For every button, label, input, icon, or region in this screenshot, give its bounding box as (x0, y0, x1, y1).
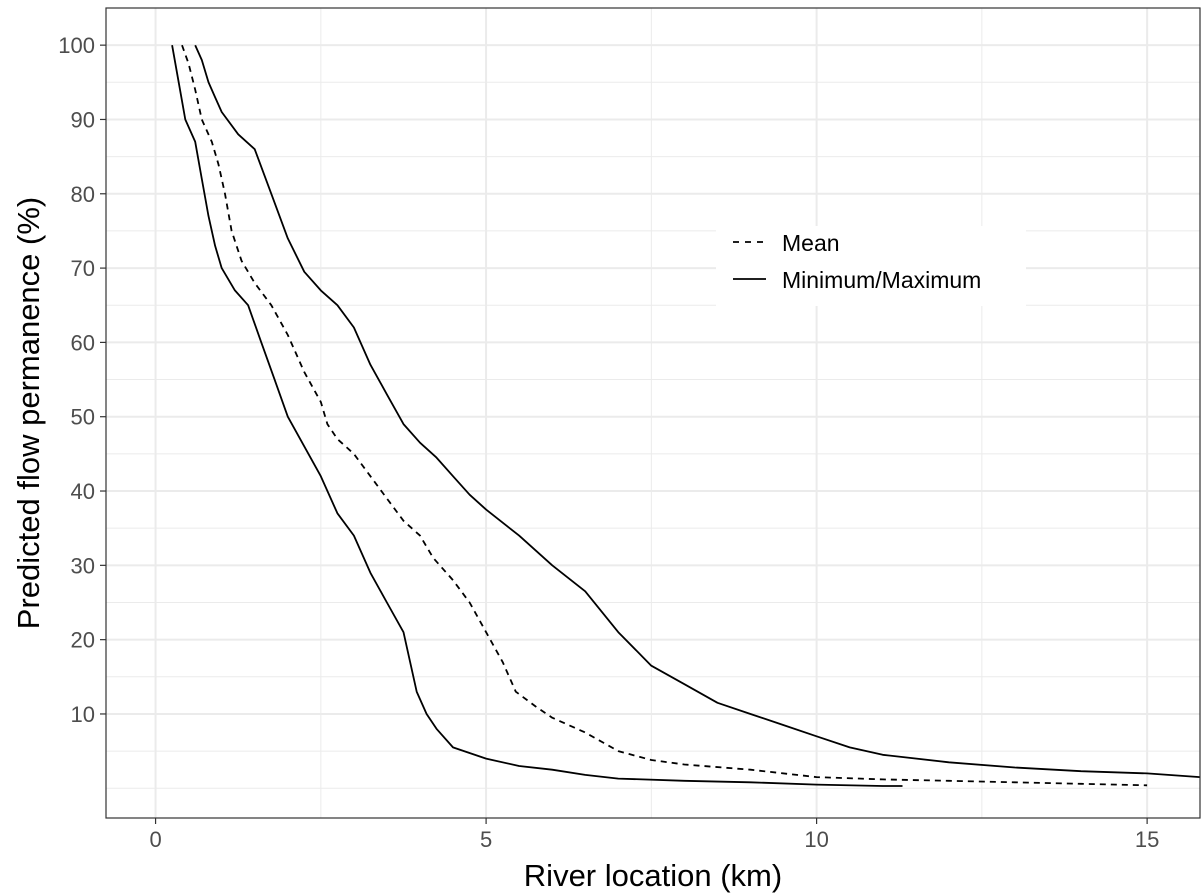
y-tick-label: 40 (71, 479, 95, 504)
x-tick-label: 5 (480, 827, 492, 852)
y-tick-label: 70 (71, 256, 95, 281)
series-line-minimum (171, 45, 903, 787)
legend-background (716, 226, 1026, 306)
y-tick-label: 100 (58, 33, 95, 58)
y-tick-label: 50 (71, 405, 95, 430)
x-axis-ticks: 0 5 10 15 (149, 818, 1159, 852)
panel-border (105, 7, 1201, 819)
y-tick-label: 80 (71, 182, 95, 207)
y-tick-label: 90 (71, 107, 95, 132)
x-tick-label: 0 (149, 827, 161, 852)
x-tick-label: 15 (1135, 827, 1159, 852)
series-line-mean (181, 44, 1148, 787)
legend-label-mean: Mean (782, 230, 840, 256)
y-tick-label: 30 (71, 553, 95, 578)
legend-label-min-max: Minimum/Maximum (782, 267, 981, 293)
y-axis-ticks: 10 20 30 40 50 60 70 80 90 100 (58, 33, 106, 727)
y-tick-label: 20 (71, 628, 95, 653)
y-tick-label: 10 (71, 702, 95, 727)
y-axis-title: Predicted flow permanence (%) (11, 197, 46, 629)
series-layer (171, 44, 1201, 787)
series-line-maximum (194, 44, 1201, 778)
legend: Mean Minimum/Maximum (716, 226, 1026, 306)
x-tick-label: 10 (804, 827, 828, 852)
y-tick-label: 60 (71, 330, 95, 355)
x-axis-title: River location (km) (524, 858, 782, 893)
